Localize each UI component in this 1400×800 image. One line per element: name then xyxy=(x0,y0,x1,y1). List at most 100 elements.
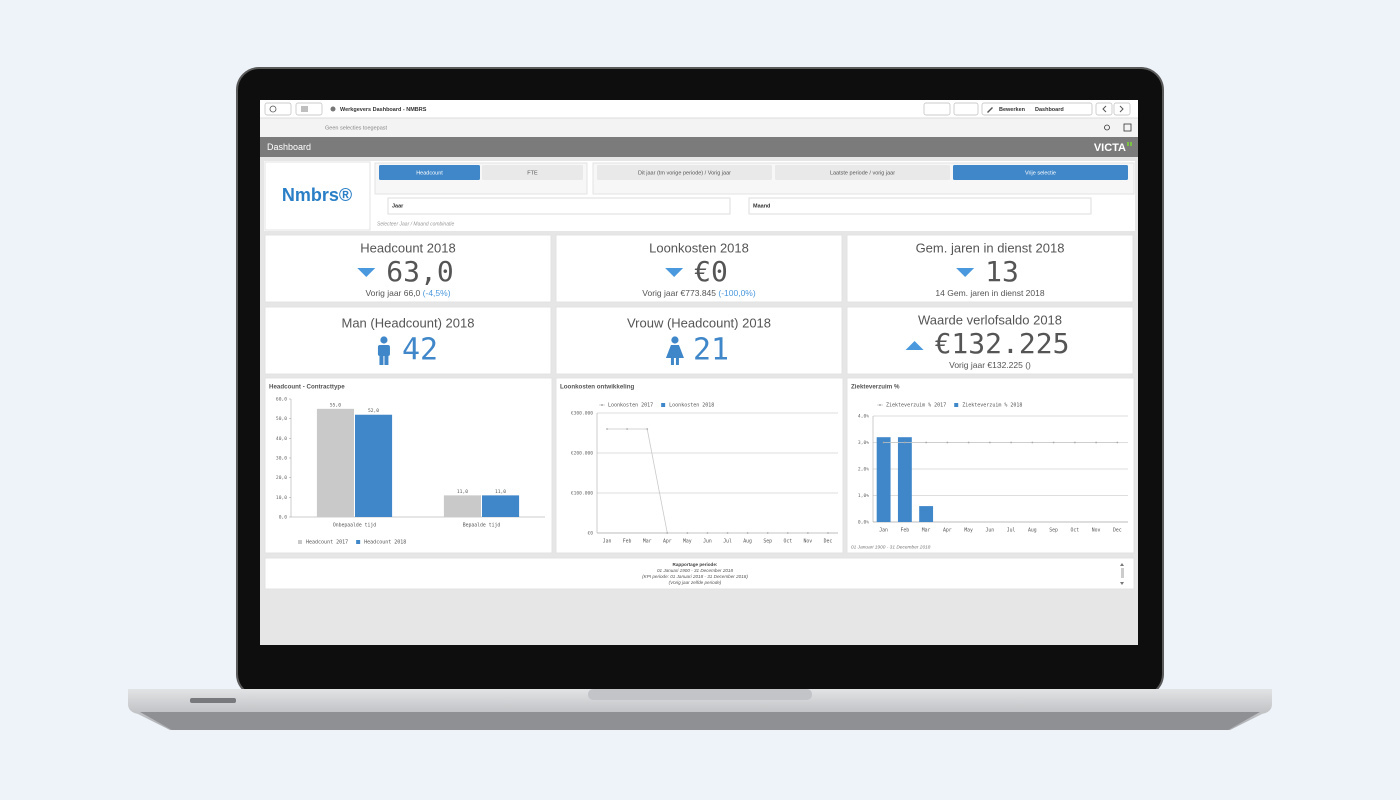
x-tick-label: Jun xyxy=(703,539,712,545)
line-point xyxy=(1073,441,1076,444)
filter-button[interactable] xyxy=(597,165,772,180)
filter-field[interactable] xyxy=(387,197,731,215)
chart-panel xyxy=(846,377,1135,554)
menu-icon xyxy=(301,106,308,112)
legend-label: Headcount 2017 xyxy=(306,540,348,546)
selection-bar xyxy=(260,118,1138,137)
nav-icon xyxy=(269,105,277,113)
bookmark-button[interactable] xyxy=(953,102,979,116)
x-tick-label: Apr xyxy=(943,528,952,534)
brand: VICTA xyxy=(1094,142,1126,154)
selections-text: Geen selecties toegepast xyxy=(325,125,388,131)
y-tick-label: 10,0 xyxy=(276,495,287,501)
bar xyxy=(443,495,481,517)
y-tick-label: 20,0 xyxy=(276,475,287,481)
nav-button[interactable] xyxy=(264,102,292,116)
present-button[interactable] xyxy=(923,102,951,116)
filter-button-label: FTE xyxy=(527,170,538,176)
y-tick-label: €200.000 xyxy=(571,451,593,457)
laptop-notch xyxy=(588,689,812,700)
line-point xyxy=(646,428,649,430)
x-tick-label: Onbepaalde tijd xyxy=(333,523,376,529)
line-point xyxy=(626,428,629,430)
x-tick-label: Bepaalde tijd xyxy=(463,523,501,529)
logo-panel xyxy=(264,161,371,231)
scroll-thumb[interactable] xyxy=(1121,568,1124,578)
line-point xyxy=(925,441,928,444)
y-tick-label: 4,0% xyxy=(858,414,869,420)
x-tick-label: Jul xyxy=(1007,528,1016,534)
menu-button[interactable] xyxy=(295,102,323,116)
x-tick-label: Aug xyxy=(1028,528,1037,534)
filter-button-label: Headcount xyxy=(416,170,443,176)
chart-note: 01 Januari 1900 - 31 December 2018 xyxy=(851,544,931,550)
x-tick-label: Nov xyxy=(1092,528,1101,534)
line-point xyxy=(706,532,709,534)
bar-value-label: 55,0 xyxy=(330,402,341,408)
bar xyxy=(316,408,354,517)
y-tick-label: 60,0 xyxy=(276,397,287,403)
line-point xyxy=(606,428,608,430)
icon-leg xyxy=(379,355,384,365)
icon-head xyxy=(380,336,388,344)
filter-button[interactable] xyxy=(379,165,480,180)
kpi-sub: Vorig jaar €773.845 xyxy=(642,288,718,298)
kpi-title: Gem. jaren in dienst 2018 xyxy=(916,240,1065,255)
x-tick-label: Aug xyxy=(743,539,752,545)
next-button[interactable] xyxy=(1113,102,1131,116)
kpi-panel xyxy=(264,306,552,375)
x-tick-label: May xyxy=(964,528,973,534)
y-tick-label: €100.000 xyxy=(571,491,593,497)
edit-button[interactable]: Bewerken xyxy=(999,107,1026,113)
x-tick-label: Nov xyxy=(804,539,813,545)
line-point xyxy=(1095,441,1098,444)
icon-leg xyxy=(670,357,674,365)
line-point xyxy=(1010,441,1013,444)
trend-down xyxy=(665,268,684,277)
line-point xyxy=(786,532,789,534)
legend-label: Ziekteverzuim % 2017 xyxy=(886,403,946,409)
logo: Nmbrs® xyxy=(282,185,352,205)
select-icon[interactable] xyxy=(1123,123,1132,132)
kpi-change: (-100,0%) xyxy=(718,288,755,298)
filter-field-label: Maand xyxy=(753,203,770,209)
kpi-value: 21 xyxy=(693,333,729,368)
line-point xyxy=(882,441,885,444)
line-point xyxy=(1116,441,1119,444)
x-tick-label: Dec xyxy=(1113,528,1122,534)
search-icon[interactable] xyxy=(1104,124,1110,131)
legend-swatch-dot xyxy=(601,404,603,406)
x-tick-label: Apr xyxy=(663,539,672,545)
kpi-value: 13 xyxy=(985,255,1019,288)
sheet-button[interactable]: Dashboard xyxy=(1035,107,1064,113)
line-point xyxy=(806,532,809,534)
filter-field[interactable] xyxy=(748,197,1092,215)
report-line: (Vorig jaar zelfde periode) xyxy=(669,580,722,585)
legend-swatch xyxy=(954,403,959,407)
toolbar xyxy=(260,100,1138,118)
filter-button[interactable] xyxy=(775,165,950,180)
legend-label: Loonkosten 2018 xyxy=(669,403,714,409)
line xyxy=(607,428,828,534)
icon-leg xyxy=(675,357,679,365)
bar-value-label: 52,0 xyxy=(368,408,379,414)
filter-hint: Selecteer Jaar / Maand combinatie xyxy=(377,221,454,227)
kpi-panel xyxy=(846,234,1134,303)
kpi-sub: 14 Gem. jaren in dienst 2018 xyxy=(935,288,1044,298)
kpi-change: (-4,5%) xyxy=(423,288,451,298)
chart-title: Ziekteverzuim % xyxy=(851,384,900,391)
kpi-panel xyxy=(555,234,843,303)
bar xyxy=(355,414,393,517)
bar-value-label: 11,0 xyxy=(457,489,468,495)
filter-button[interactable] xyxy=(953,165,1128,180)
filter-field-label: Jaar xyxy=(392,203,404,209)
filter-button[interactable] xyxy=(482,165,583,180)
chart-panel xyxy=(555,377,844,554)
report-line: 01 Januari 1900 - 31 December 2018 xyxy=(657,568,734,573)
prev-button[interactable] xyxy=(1095,102,1113,116)
y-tick-label: 2,0% xyxy=(858,467,869,473)
bar xyxy=(482,495,520,517)
x-tick-label: Jul xyxy=(723,539,732,545)
trend-down xyxy=(357,268,376,277)
